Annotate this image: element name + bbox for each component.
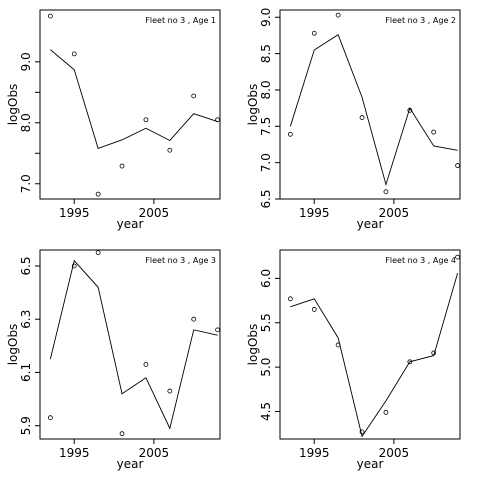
panel-1-title: Fleet no 3 , Age 1 <box>145 16 216 25</box>
panel-2-fitted-line <box>289 34 458 187</box>
panel-1-observed-point <box>215 117 221 123</box>
panel-1-observed-point <box>143 117 149 123</box>
panel-1-ytick-label: 7.0 <box>19 174 33 193</box>
panel-1-observed-point <box>191 93 197 99</box>
panel-2-xlabel: year <box>357 217 384 231</box>
panel-4-ytick-label: 6.0 <box>259 269 273 288</box>
panel-4-ytick-label: 5.0 <box>259 358 273 377</box>
panel-4-ytick-label: 4.5 <box>259 402 273 421</box>
panel-3-ytick-label: 6.5 <box>19 256 33 275</box>
panel-4-observed-point <box>455 254 461 260</box>
panel-1-ylabel: logObs <box>6 84 20 126</box>
panel-3-ytick-label: 6.1 <box>19 363 33 382</box>
panel-2-xtick-label: 2005 <box>379 206 410 220</box>
panel-2-observed-point <box>407 107 413 113</box>
panel-4-observed-point <box>383 409 389 415</box>
panel-1-observed-point <box>47 13 53 19</box>
panel-3-xtick-label: 1995 <box>59 446 90 460</box>
panel-3-observed-point <box>167 388 173 394</box>
panel-2-frame <box>279 9 461 200</box>
panel-3-ytick-label: 6.3 <box>19 310 33 329</box>
panel-4-xtick-label: 2005 <box>379 446 410 460</box>
panel-4-ytick-label: 5.5 <box>259 313 273 332</box>
panel-3-observed-point <box>215 327 221 333</box>
panel-2-observed-point <box>383 189 389 195</box>
panel-4-ylabel: logObs <box>246 324 260 366</box>
panel-2-observed-point <box>311 30 317 36</box>
panel-4-xlabel: year <box>357 457 384 471</box>
panel-2-observed-point <box>455 163 461 168</box>
panel-3-observed-point <box>191 316 197 322</box>
panel-4-fitted-line <box>290 272 459 438</box>
panel-3-observed-point <box>71 263 77 269</box>
panel-1-observed-point <box>95 191 101 197</box>
panel-1-ytick-label: 8.0 <box>19 113 33 132</box>
panel-1-observed-point <box>167 147 173 153</box>
panel-4-observed-point <box>335 342 341 348</box>
panel-2-title: Fleet no 3 , Age 2 <box>385 16 456 25</box>
panel-3-xlabel: year <box>117 457 144 471</box>
panel-2-observed-point <box>359 115 365 120</box>
panel-2-ytick-label: 7.5 <box>259 117 273 136</box>
panel-1-ytick-label: 9.0 <box>19 52 33 71</box>
panel-4-observed-point <box>359 429 365 435</box>
panel-2-observed-point <box>335 12 341 18</box>
panel-2-xtick-label: 1995 <box>299 206 330 220</box>
panel-3-observed-point <box>47 415 53 421</box>
panel-2-ytick-label: 8.0 <box>259 80 273 99</box>
panel-1-frame <box>39 9 221 200</box>
panel-4-xtick-label: 1995 <box>299 446 330 460</box>
panel-1-xtick-label: 2005 <box>139 206 170 220</box>
panel-2-ytick-label: 7.0 <box>259 153 273 172</box>
panel-4-observed-point <box>431 350 437 356</box>
panel-3-frame <box>39 249 221 440</box>
panel-1-fitted-line <box>50 49 218 149</box>
panel-3-observed-point <box>95 250 101 256</box>
panel-2-ylabel: logObs <box>246 84 260 126</box>
panel-1-xtick-label: 1995 <box>59 206 90 220</box>
panel-3-observed-point <box>119 431 125 437</box>
panel-4-title: Fleet no 3 , Age 4 <box>385 256 456 265</box>
panel-1-xlabel: year <box>117 217 144 231</box>
panel-3-ytick-label: 5.9 <box>19 416 33 435</box>
panel-4-observed-point <box>287 296 293 302</box>
panel-3-ylabel: logObs <box>6 324 20 366</box>
panel-2-ytick-label: 6.5 <box>259 189 273 208</box>
panel-1-observed-point <box>119 163 125 169</box>
panel-2-ytick-label: 8.5 <box>259 44 273 63</box>
panel-3-observed-point <box>143 362 149 367</box>
panel-3-title: Fleet no 3 , Age 3 <box>145 256 216 265</box>
panel-4-observed-point <box>311 307 317 312</box>
panel-1-observed-point <box>71 51 77 57</box>
panel-2-observed-point <box>431 129 437 135</box>
panel-4-frame <box>279 249 461 440</box>
panel-3-xtick-label: 2005 <box>139 446 170 460</box>
panel-4-observed-point <box>407 359 413 365</box>
panel-3-fitted-line <box>49 259 218 430</box>
panel-2-observed-point <box>287 131 293 137</box>
panel-2-ytick-label: 9.0 <box>259 8 273 27</box>
